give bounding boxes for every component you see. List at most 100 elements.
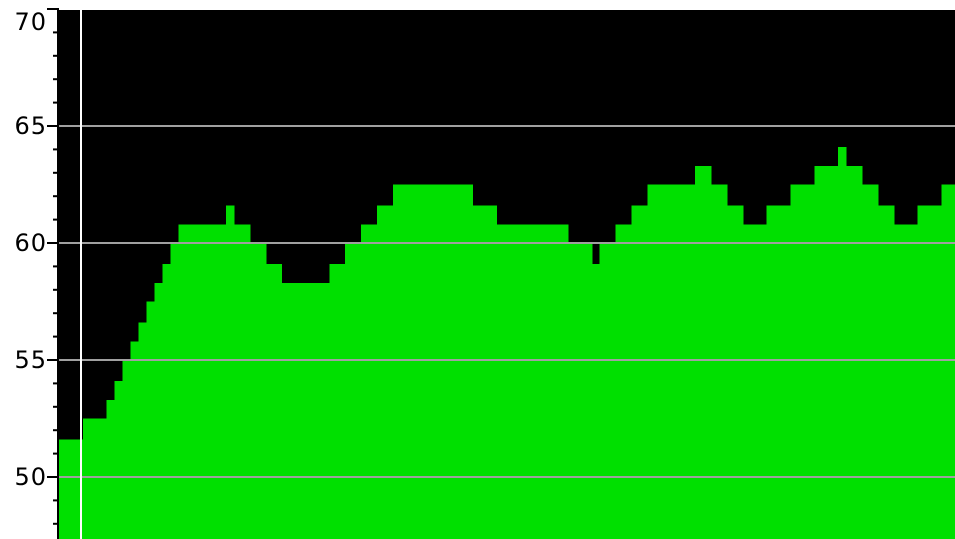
area-step xyxy=(432,184,442,539)
area-step xyxy=(933,205,943,539)
area-step xyxy=(702,165,712,539)
area-step xyxy=(925,205,935,539)
area-step xyxy=(146,301,155,539)
area-step xyxy=(369,224,378,539)
area-step xyxy=(710,184,720,539)
area-step xyxy=(599,243,609,539)
area-step xyxy=(639,205,648,539)
area-step xyxy=(265,264,275,539)
area-step xyxy=(305,282,314,539)
area-step xyxy=(687,184,696,539)
area-step xyxy=(106,399,116,539)
area-step xyxy=(392,184,402,539)
area-step xyxy=(440,184,450,539)
y-axis: 50 55 60 65 70 xyxy=(14,8,59,539)
area-step xyxy=(480,205,489,539)
area-step xyxy=(504,224,513,539)
area-step xyxy=(448,184,458,539)
area-step xyxy=(567,243,577,539)
area-step xyxy=(424,184,434,539)
area-step xyxy=(671,184,680,539)
area-step xyxy=(210,224,219,539)
area-step xyxy=(353,243,362,539)
area-step xyxy=(591,264,601,539)
area-step xyxy=(249,243,259,539)
area-step xyxy=(297,282,307,539)
area-step xyxy=(162,264,171,539)
area-step xyxy=(766,205,776,539)
area-step xyxy=(512,224,521,539)
area-step xyxy=(194,224,203,539)
area-step xyxy=(893,224,903,539)
area-step xyxy=(559,224,569,539)
area-step xyxy=(138,322,148,539)
area-step xyxy=(885,205,895,539)
area-step xyxy=(416,184,426,539)
area-step xyxy=(663,184,672,539)
area-step xyxy=(647,184,656,539)
area-step xyxy=(178,224,187,539)
area-step xyxy=(814,165,823,539)
area-step xyxy=(345,243,354,539)
area-step xyxy=(186,224,195,539)
area-step xyxy=(273,264,283,539)
area-step xyxy=(655,184,664,539)
area-step xyxy=(583,243,593,539)
area-step xyxy=(790,184,799,539)
area-step xyxy=(496,224,505,539)
y-tick-label: 60 xyxy=(14,229,47,257)
area-step xyxy=(861,184,871,539)
area-step xyxy=(90,418,100,539)
area-step xyxy=(846,165,855,539)
area-step xyxy=(726,205,736,539)
y-tick-label: 55 xyxy=(14,346,47,374)
area-step xyxy=(98,418,108,539)
area-step xyxy=(838,147,847,539)
area-step xyxy=(758,224,768,539)
area-step xyxy=(695,165,704,539)
area-step xyxy=(225,205,235,539)
area-step xyxy=(218,224,227,539)
area-step xyxy=(289,282,299,539)
area-step xyxy=(377,205,386,539)
area-step xyxy=(257,243,267,539)
area-step xyxy=(901,224,911,539)
area-step xyxy=(575,243,585,539)
plot-area xyxy=(59,10,955,539)
area-step xyxy=(774,205,784,539)
y-tick-label: 70 xyxy=(14,8,47,36)
area-step xyxy=(941,184,950,539)
area-step xyxy=(750,224,760,539)
area-step xyxy=(233,224,243,539)
area-step xyxy=(337,264,346,539)
area-step xyxy=(854,165,863,539)
area-step xyxy=(520,224,529,539)
area-step xyxy=(551,224,561,539)
area-step xyxy=(59,439,68,539)
area-step xyxy=(488,205,497,539)
y-tick-label: 65 xyxy=(14,112,47,140)
area-step xyxy=(869,184,879,539)
area-step xyxy=(321,282,330,539)
area-step xyxy=(536,224,545,539)
area-step xyxy=(170,243,179,539)
area-step xyxy=(798,184,807,539)
area-step xyxy=(400,184,410,539)
area-step xyxy=(742,224,752,539)
area-step xyxy=(74,439,84,539)
area-step xyxy=(949,184,955,539)
area-step xyxy=(313,282,322,539)
area-step xyxy=(154,282,163,539)
area-step xyxy=(631,205,640,539)
area-step xyxy=(543,224,553,539)
area-step xyxy=(830,165,839,539)
area-step xyxy=(202,224,211,539)
area-step xyxy=(734,205,744,539)
area-step xyxy=(130,341,140,539)
area-step xyxy=(782,205,791,539)
area-step xyxy=(877,205,887,539)
area-step xyxy=(822,165,831,539)
area-step xyxy=(408,184,418,539)
area-step xyxy=(361,224,370,539)
